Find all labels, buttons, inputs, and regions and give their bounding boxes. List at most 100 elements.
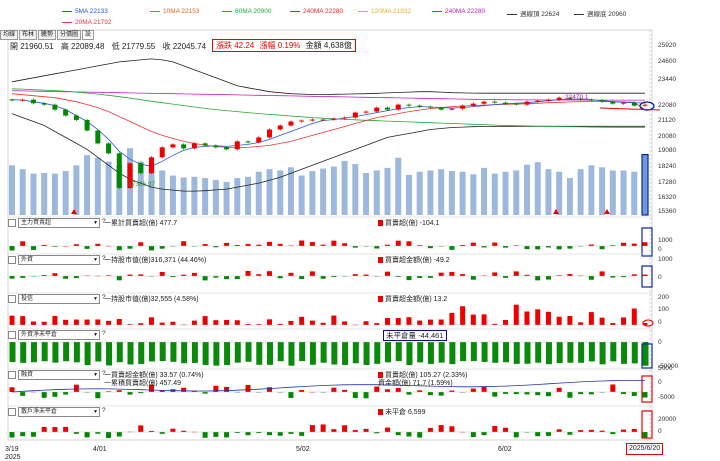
tab-4[interactable]: 設 [82, 30, 95, 40]
panel-bar [170, 246, 176, 247]
signal-triangle [604, 209, 610, 214]
panel-selector[interactable]: 外資 ▼ [18, 255, 100, 265]
volume-bar [309, 171, 316, 215]
price-tick-3: 22080 [658, 102, 677, 109]
panel-right-label: 未平倉 6,599 [385, 409, 426, 416]
panel-bar [385, 427, 391, 432]
panel-selector[interactable]: 主力買賣超 ▼ [18, 218, 100, 228]
panel-bar [513, 271, 519, 276]
panel-bar [202, 316, 208, 325]
panel-selector[interactable]: 外資淨未平倉 ▼ [18, 330, 100, 340]
panel-bar [320, 392, 326, 393]
panel-bar [352, 342, 359, 364]
volume-bar [245, 176, 252, 215]
panel-bar [95, 392, 101, 399]
panel-checkbox[interactable] [8, 219, 16, 227]
panel-checkbox[interactable] [8, 371, 16, 379]
panel-bar [556, 342, 563, 364]
tab-0[interactable]: 均線 [0, 30, 19, 40]
help-icon[interactable]: ? [102, 407, 106, 414]
legend-label: 20MA 21792 [75, 19, 112, 26]
help-icon[interactable]: ? [102, 370, 106, 377]
panel-bar [148, 276, 154, 277]
help-icon[interactable]: ? [102, 255, 106, 262]
candle-body [631, 102, 637, 106]
panel-tick-1-1: 0 [658, 274, 662, 281]
panel-bar [503, 392, 509, 394]
candle-body [588, 99, 594, 101]
volume-bar [212, 180, 219, 215]
help-icon[interactable]: ? [102, 330, 106, 337]
panel-bar [84, 392, 90, 393]
panel-bar [352, 246, 358, 248]
current-date-box: 2025/6/20 [626, 443, 664, 455]
panel-bar [438, 319, 444, 325]
panel-bar [41, 244, 47, 246]
volume-bar [405, 174, 412, 215]
candle-body [159, 147, 165, 158]
panel-bar [438, 342, 445, 363]
panel-bar [106, 342, 113, 366]
panel-bar [556, 246, 562, 250]
panel-right-value2-4: 資金額(億) 71.7 (1.59%) [378, 380, 453, 387]
volume-bar [577, 169, 584, 215]
signal-triangle [71, 209, 77, 214]
candle-body [470, 103, 476, 106]
panel-bar [481, 342, 488, 362]
help-icon[interactable]: ? [102, 294, 106, 301]
panel-bar [545, 432, 551, 436]
change-amount: 漲跌 42.24 [216, 41, 255, 50]
price-tick-7: 18240 [658, 163, 677, 170]
panel-bar [106, 320, 112, 325]
panel-bar [417, 245, 423, 246]
candle-body [213, 145, 219, 148]
candle-body [41, 103, 47, 105]
volume-bar [470, 174, 477, 215]
legend-swatch [62, 21, 72, 23]
candle-body [545, 99, 551, 101]
panel-bar [63, 319, 69, 325]
panel-checkbox[interactable] [8, 295, 16, 303]
panel-bar [138, 342, 145, 364]
panel-bar [599, 342, 606, 365]
series-marker [378, 257, 383, 264]
date-label-4: 6/02 [498, 446, 512, 453]
panel-selector[interactable]: 散戶淨未平倉 ▼ [18, 407, 100, 417]
panel-bar [621, 317, 627, 325]
panel-selector[interactable]: 投信 ▼ [18, 294, 100, 304]
panel-selector-label: 融資 [21, 372, 34, 378]
panel-selector[interactable]: 融資 ▼ [18, 370, 100, 380]
panel-bar [127, 342, 134, 365]
legend-item-5: 240MA 22280 [432, 8, 485, 15]
volume-bar [491, 173, 498, 215]
current-date: 2025/6/20 [629, 445, 661, 452]
panel-checkbox[interactable] [8, 256, 16, 264]
panel-bar [191, 320, 197, 325]
panel-tick-4-2: -5000 [658, 394, 675, 401]
panel-bar [202, 244, 208, 246]
panel-checkbox[interactable] [8, 408, 16, 416]
tab-3[interactable]: 分價圖 [57, 30, 82, 40]
ma240-line [11, 90, 645, 101]
volume-bar [105, 161, 112, 215]
panel-bar [524, 342, 531, 364]
panel-bar [202, 392, 208, 394]
panel-highlight [642, 319, 654, 327]
panel-bar [288, 432, 294, 434]
panel-bar [460, 245, 466, 246]
panel-bar [578, 246, 584, 247]
panel-bar [63, 342, 70, 362]
help-icon[interactable]: ? [102, 218, 106, 225]
panel-bar [417, 390, 423, 392]
panel-bar [427, 342, 434, 364]
panel-checkbox[interactable] [8, 331, 16, 339]
ohlc-readout: 開 21960.51 高 22089.48 低 21779.55 收 22045… [10, 41, 211, 52]
panel-bar [631, 243, 637, 246]
panel-bar [127, 246, 133, 249]
candle-body [417, 105, 423, 107]
panel-header-0: 主力買賣超 ▼? [8, 218, 648, 228]
tab-1[interactable]: 布林 [19, 30, 38, 40]
tab-2[interactable]: 騰勢 [38, 30, 57, 40]
panel-bar [299, 316, 305, 325]
panel-bar [245, 384, 251, 392]
